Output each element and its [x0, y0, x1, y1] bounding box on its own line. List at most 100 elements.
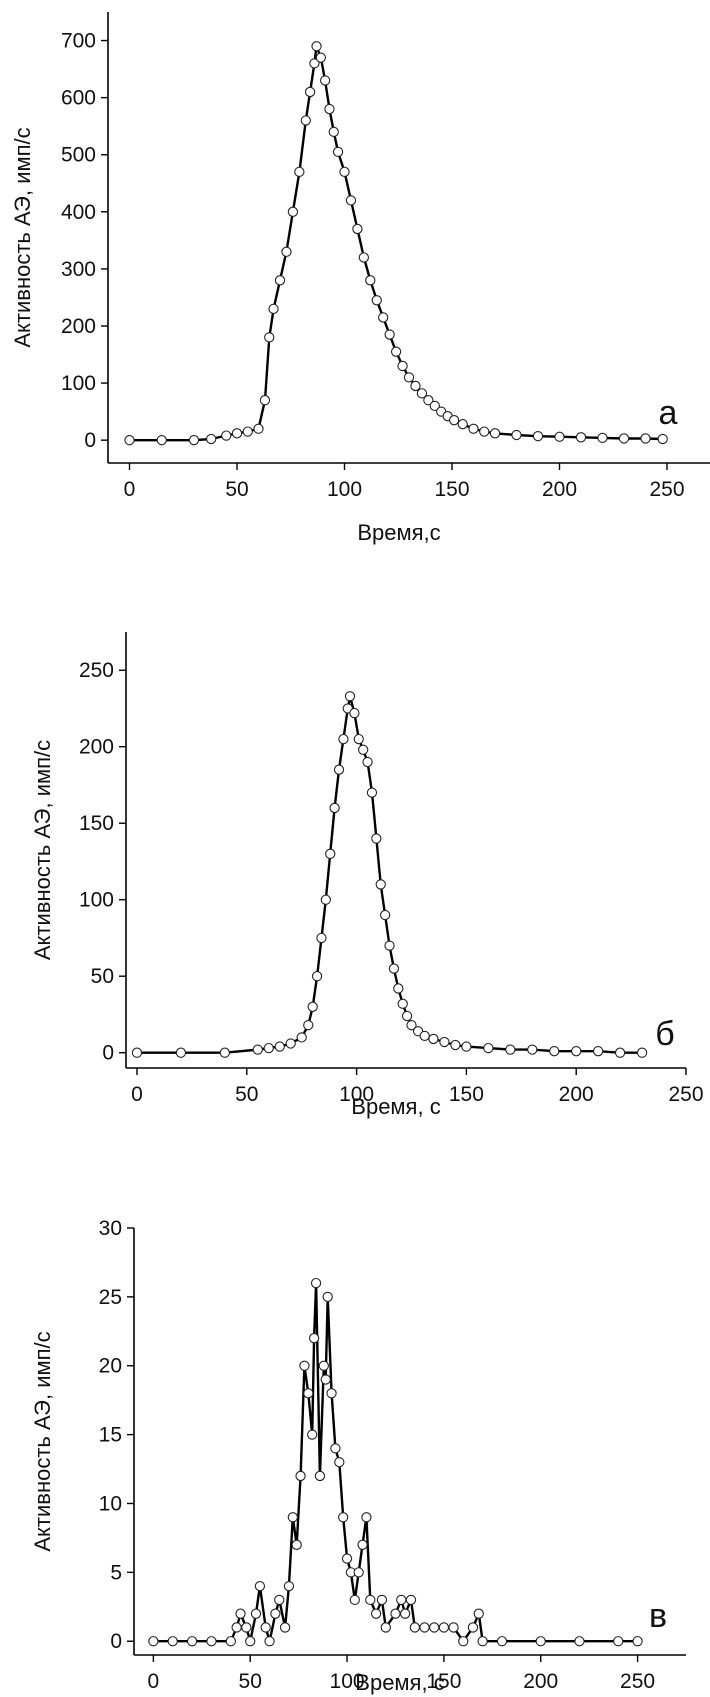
- data-point: [396, 1594, 407, 1606]
- data-point: [574, 1636, 585, 1647]
- data-point: [285, 1038, 296, 1049]
- data-point: [479, 426, 490, 437]
- data-point: [341, 1553, 353, 1564]
- data-point: [274, 275, 286, 286]
- data-point: [148, 1636, 159, 1647]
- data-point: [400, 1608, 411, 1619]
- data-point: [264, 332, 275, 343]
- data-point: [593, 1046, 604, 1057]
- y-tick-label: 100: [61, 372, 96, 395]
- data-point: [511, 429, 522, 441]
- data-point: [640, 433, 651, 444]
- data-point: [324, 103, 335, 115]
- series-line: [137, 695, 643, 1054]
- data-point: [270, 1608, 281, 1619]
- x-tick-label: 250: [620, 1670, 655, 1693]
- chart-panel-3: 0 5 10 15 20 25 30 0 50 100 150 200 250 Время, с Актив…: [30, 1217, 686, 1695]
- data-point: [353, 1567, 364, 1578]
- y-tick-label: 600: [61, 87, 96, 110]
- data-point: [326, 1388, 337, 1399]
- data-point: [296, 1032, 307, 1043]
- x-tick-label: 0: [124, 478, 136, 501]
- data-point: [334, 1457, 345, 1468]
- data-point: [489, 428, 501, 439]
- data-point: [206, 433, 217, 445]
- y-tick-label: 30: [99, 1217, 122, 1240]
- series-line: [129, 45, 663, 442]
- x-tick-label: 150: [449, 1083, 484, 1106]
- x-tick-label: 100: [330, 1670, 365, 1693]
- data-point: [461, 1041, 472, 1052]
- series-line: [153, 1281, 638, 1643]
- data-point: [291, 1539, 302, 1550]
- data-point: [345, 195, 357, 206]
- data-point: [225, 1636, 236, 1647]
- data-point: [554, 431, 565, 442]
- x-tick-label: 0: [148, 1670, 160, 1693]
- data-point: [365, 1594, 376, 1606]
- data-point: [311, 971, 323, 982]
- data-point: [468, 423, 479, 434]
- data-point: [361, 1512, 372, 1523]
- data-point: [124, 435, 135, 446]
- data-point: [349, 1594, 360, 1606]
- x-tick-label: 150: [426, 1670, 461, 1693]
- data-point: [311, 41, 322, 52]
- x-tick-label: 250: [668, 1083, 703, 1106]
- data-point: [325, 848, 336, 859]
- data-point: [571, 1046, 582, 1057]
- y-tick-label: 150: [79, 812, 114, 835]
- data-point: [241, 1622, 252, 1633]
- x-axis-title: Время, с: [351, 1094, 440, 1119]
- data-point: [131, 1047, 143, 1058]
- data-point: [318, 1360, 329, 1371]
- data-point: [439, 1036, 450, 1048]
- data-point: [438, 1622, 450, 1633]
- panel-letter: а: [659, 394, 678, 432]
- data-point: [632, 1636, 643, 1647]
- y-tick-label: 0: [102, 1042, 114, 1065]
- data-point: [263, 1042, 274, 1054]
- data-point: [308, 1333, 320, 1344]
- data-point: [349, 707, 360, 719]
- data-point: [401, 1010, 413, 1022]
- data-point: [264, 1636, 275, 1647]
- data-point: [303, 1388, 314, 1399]
- data-point: [295, 1470, 306, 1482]
- y-tick-label: 0: [110, 1630, 122, 1653]
- data-point: [330, 1443, 341, 1454]
- x-tick-label: 200: [559, 1083, 594, 1106]
- data-point: [371, 833, 382, 844]
- y-axis-title: Активность АЭ, имп/с: [10, 127, 35, 347]
- y-tick-label: 200: [61, 315, 96, 338]
- data-point: [597, 432, 608, 444]
- y-axis-title: Активность АЭ, имп/с: [30, 740, 55, 960]
- panel-letter: б: [655, 1015, 674, 1053]
- y-tick-label: 15: [99, 1424, 122, 1447]
- data-point: [259, 395, 271, 406]
- data-point: [416, 388, 428, 399]
- data-point: [333, 764, 345, 775]
- data-point: [353, 733, 364, 745]
- data-point: [221, 430, 232, 441]
- data-point: [473, 1608, 484, 1619]
- data-point: [303, 1020, 314, 1031]
- y-tick-label: 300: [61, 258, 96, 281]
- data-point: [410, 380, 421, 392]
- data-point: [467, 1622, 479, 1633]
- data-point: [366, 787, 378, 798]
- y-tick-label: 20: [99, 1355, 122, 1378]
- data-point: [527, 1044, 538, 1055]
- x-axis-title: Время, с: [355, 1670, 444, 1695]
- data-point: [390, 346, 402, 357]
- data-point: [405, 1594, 417, 1606]
- data-point: [287, 1512, 298, 1523]
- y-tick-label: 5: [110, 1561, 122, 1584]
- chart-panel-2: 0 50 100 150 200 250 0 50 100 150 200 250 Время, с Ак…: [30, 632, 704, 1119]
- y-tick-label: 200: [79, 736, 114, 759]
- x-tick-label: 100: [339, 1083, 374, 1106]
- data-point: [268, 303, 279, 315]
- x-tick-label: 50: [235, 1083, 258, 1106]
- data-point: [310, 1277, 322, 1289]
- data-point: [338, 1512, 349, 1523]
